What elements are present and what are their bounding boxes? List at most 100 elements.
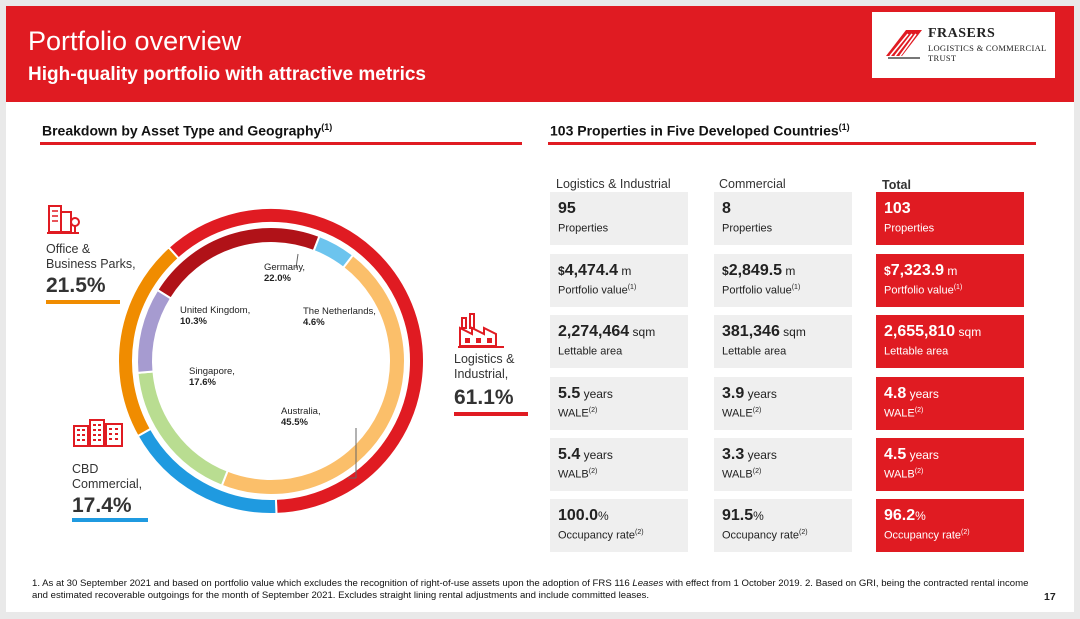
cell-number: 91.5 [722, 507, 754, 524]
cell-unit: % [915, 509, 926, 523]
cell-label: Properties [884, 219, 1024, 236]
table-cell: 5.5 years WALE(2) [550, 377, 688, 430]
cbd-label: CBD Commercial, [72, 462, 142, 492]
cell-unit: m [618, 264, 632, 278]
table-cell: $4,474.4 m Portfolio value(1) [550, 254, 688, 307]
cell-value: 3.3 years [722, 445, 852, 465]
cell-value: 2,655,810 sqm [884, 322, 1024, 342]
properties-heading: 103 Properties in Five Developed Countri… [550, 122, 850, 139]
breakdown-heading-text: Breakdown by Asset Type and Geography [42, 122, 322, 139]
logistics-label-line2: Industrial, [454, 367, 509, 381]
logo-swoosh-icon [886, 30, 922, 59]
cell-number: 96.2 [884, 507, 916, 524]
cell-unit: years [580, 448, 613, 462]
cell-value: 5.5 years [558, 384, 688, 404]
cell-label: Properties [722, 219, 852, 236]
cbd-pct: 17.4% [72, 494, 132, 517]
cell-unit: years [580, 387, 613, 401]
cell-label: Lettable area [558, 342, 688, 359]
cell-number: 2,655,810 [884, 323, 956, 340]
cell-label-note: (1) [627, 284, 637, 291]
cell-unit: years [744, 387, 777, 401]
logistics-label: Logistics & Industrial, [454, 352, 514, 382]
cell-number: 381,346 [722, 323, 780, 340]
page-title: Portfolio overview [28, 26, 242, 56]
cell-label-note: (2) [752, 468, 762, 475]
cell-label-text: Portfolio value [722, 284, 792, 297]
cell-unit: sqm [779, 325, 806, 339]
cell-number: 3.3 [722, 446, 745, 463]
table-cell: 2,274,464 sqm Lettable area [550, 315, 688, 368]
geography-slice-4 [136, 288, 173, 374]
cell-label-note: (2) [914, 468, 924, 475]
cell-label-text: Portfolio value [884, 284, 954, 297]
leader-line-germany [295, 253, 299, 269]
footnote: 1. As at 30 September 2021 and based on … [32, 578, 1032, 602]
col-head-commercial: Commercial [719, 177, 786, 191]
page-subtitle: High-quality portfolio with attractive m… [28, 64, 426, 85]
geo-name-netherlands: The Netherlands, [303, 306, 376, 317]
cell-label: WALE(2) [722, 404, 852, 421]
cell-label: Properties [558, 219, 688, 236]
properties-underline [548, 142, 1036, 145]
cell-label-text: WALB [884, 468, 915, 481]
cell-number: 95 [558, 200, 576, 217]
col-head-total: Total [882, 178, 911, 192]
footnote-italic: Leases [632, 578, 664, 589]
page-number: 17 [1044, 591, 1056, 603]
donut-chart [117, 207, 425, 515]
geo-label-uk: United Kingdom, 10.3% [180, 305, 250, 327]
cell-label: WALE(2) [558, 404, 688, 421]
table-cell: $7,323.9 m Portfolio value(1) [876, 254, 1024, 307]
table-cell: 5.4 years WALB(2) [550, 438, 688, 491]
cell-value: 381,346 sqm [722, 322, 852, 342]
factory-icon [458, 313, 504, 348]
cell-unit: m [944, 264, 958, 278]
cell-label: Portfolio value(1) [722, 281, 852, 298]
cell-number: 5.4 [558, 446, 581, 463]
logo-text-line2: LOGISTICS & COMMERCIAL [928, 43, 1047, 53]
company-logo: FRASERS LOGISTICS & COMMERCIAL TRUST [872, 12, 1055, 78]
cell-label-note: (1) [791, 284, 801, 291]
cell-label-note: (2) [752, 407, 762, 414]
cell-number: 3.9 [722, 385, 745, 402]
cell-label-text: Portfolio value [558, 284, 628, 297]
cell-value: 95 [558, 199, 688, 219]
slide: Portfolio overview High-quality portfoli… [6, 6, 1074, 612]
cell-number: 7,323.9 [890, 262, 945, 279]
logistics-label-line1: Logistics & [454, 352, 515, 366]
geo-label-netherlands: The Netherlands, 4.6% [303, 306, 376, 328]
cell-label-note: (2) [914, 407, 924, 414]
logo-text-line3: TRUST [928, 53, 957, 63]
geo-value-australia: 45.5% [281, 417, 308, 428]
geo-name-singapore: Singapore, [189, 366, 235, 377]
table-cell: 381,346 sqm Lettable area [714, 315, 852, 368]
cell-label: WALB(2) [722, 465, 852, 482]
cell-label-text: WALE [884, 407, 915, 420]
cell-value: 5.4 years [558, 445, 688, 465]
cbd-accent-bar [72, 518, 148, 522]
cell-label-text: Occupancy rate [884, 529, 962, 542]
cell-label: WALB(2) [884, 465, 1024, 482]
cell-label-text: WALB [722, 468, 753, 481]
cbd-label-line2: Commercial, [72, 477, 143, 491]
cell-unit: % [753, 509, 764, 523]
cell-label: Portfolio value(1) [558, 281, 688, 298]
cell-label: Lettable area [722, 342, 852, 359]
cell-label: Lettable area [884, 342, 1024, 359]
cell-unit: sqm [955, 325, 982, 339]
cell-prefix: $ [884, 264, 891, 278]
geo-value-germany: 22.0% [264, 273, 291, 284]
table-cell: 4.8 years WALE(2) [876, 377, 1024, 430]
cell-number: 4.8 [884, 385, 907, 402]
cell-label-text: WALE [558, 407, 589, 420]
cell-label-text: Properties [558, 222, 609, 235]
cell-prefix: $ [558, 264, 565, 278]
logistics-pct: 61.1% [454, 386, 514, 409]
cell-label-note: (1) [953, 284, 963, 291]
cell-unit: m [782, 264, 796, 278]
office-accent-bar [46, 300, 120, 304]
office-pct: 21.5% [46, 274, 106, 297]
cell-number: 4.5 [884, 446, 907, 463]
cell-value: 96.2% [884, 506, 1024, 526]
